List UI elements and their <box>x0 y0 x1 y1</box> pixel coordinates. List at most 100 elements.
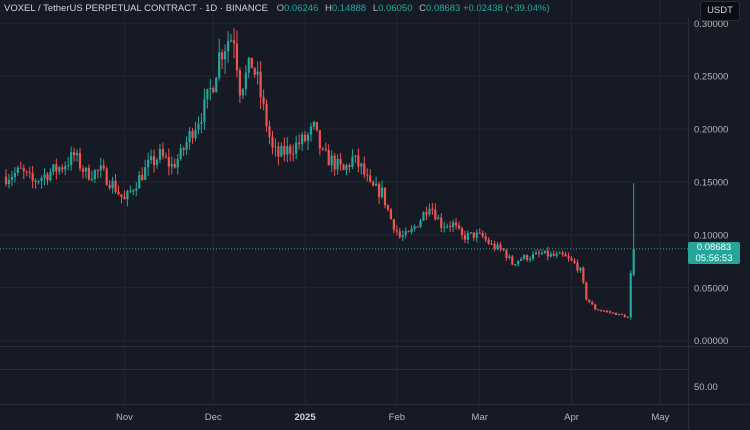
candle-body <box>404 231 407 236</box>
candle-body <box>138 174 141 189</box>
candle-body <box>16 167 19 173</box>
time-axis-tick-label: 2025 <box>294 412 316 423</box>
candle-body <box>555 253 558 256</box>
candle-body <box>58 167 61 172</box>
candle-body <box>558 252 561 254</box>
candle-body <box>28 172 31 174</box>
candle-body <box>194 129 197 139</box>
low-label: L <box>372 3 379 14</box>
candle-body <box>209 88 212 90</box>
candle-body <box>608 311 612 313</box>
candle-body <box>229 40 233 42</box>
candle-body <box>212 88 215 93</box>
candle-body <box>463 235 467 240</box>
candle-body <box>514 264 517 266</box>
candle-body <box>303 134 307 141</box>
candle-body <box>87 167 91 180</box>
candle-body <box>508 256 511 258</box>
candle-body <box>141 174 144 180</box>
close-value: 0.08683 <box>426 3 461 14</box>
candle-body <box>73 152 76 156</box>
candle-body <box>484 236 487 240</box>
candle-body <box>167 157 170 167</box>
candle-body <box>570 258 573 261</box>
candle-body <box>144 167 147 180</box>
time-axis-tick-label: May <box>651 412 669 423</box>
candle-body <box>466 232 469 240</box>
candle-body <box>84 167 88 172</box>
candle-body <box>469 232 472 234</box>
candle-body <box>496 244 499 249</box>
candle-body <box>549 253 552 257</box>
candle-body <box>629 273 632 318</box>
time-axis-tick-label: Nov <box>116 412 133 423</box>
candle-body <box>333 155 336 170</box>
candle-body <box>564 254 567 257</box>
candle-body <box>70 152 73 166</box>
last-price-badge: 0.08683 05:56:53 <box>688 242 740 264</box>
candle-body <box>389 209 393 220</box>
candle-body <box>614 312 618 315</box>
candle-body <box>244 72 247 90</box>
candle-body <box>487 239 490 244</box>
candle-body <box>454 222 458 226</box>
close-label: C <box>419 3 426 14</box>
candle-body <box>81 168 85 172</box>
candle-body <box>295 142 298 154</box>
candle-body <box>594 304 597 310</box>
candle-body <box>460 228 464 236</box>
candle-body <box>428 208 431 215</box>
candle-body <box>543 250 546 254</box>
candle-body <box>611 312 615 314</box>
candle-body <box>78 152 82 169</box>
candle-body <box>206 89 209 100</box>
candle-body <box>449 226 452 228</box>
candle-body <box>395 229 398 232</box>
candle-body <box>457 225 461 229</box>
candle-body <box>13 172 16 178</box>
high-value: 0.14888 <box>331 3 367 14</box>
candle-body <box>392 219 395 230</box>
candle-body <box>318 130 321 149</box>
currency-button[interactable]: USDT <box>700 1 740 21</box>
candle-body <box>523 255 526 259</box>
candle-body <box>617 313 620 315</box>
candle-body <box>576 262 579 271</box>
candle-body <box>422 212 425 221</box>
candle-body <box>298 142 301 145</box>
candle-body <box>537 252 541 254</box>
candle-body <box>413 226 416 229</box>
candle-body <box>4 176 8 185</box>
symbol-title[interactable]: VOXEL / TetherUS PERPETUAL CONTRACT · 1D… <box>4 3 268 14</box>
candle-body <box>191 130 194 139</box>
candle-body <box>475 232 478 238</box>
time-axis-tick-label: Apr <box>564 412 579 423</box>
candle-body <box>203 99 206 122</box>
candle-body <box>224 51 227 60</box>
candle-body <box>493 243 496 249</box>
candle-body <box>419 220 422 228</box>
candle-body <box>31 173 34 181</box>
candle-body <box>7 179 11 185</box>
candle-body <box>351 156 354 167</box>
candle-body <box>129 190 132 192</box>
candle-body <box>111 180 114 189</box>
price-axis-tick-label: 0.30000 <box>694 19 728 30</box>
candle-body <box>67 165 70 167</box>
change-value: +0.02438 (+39.04%) <box>462 3 550 14</box>
candle-body <box>398 231 401 237</box>
candle-body <box>265 103 268 127</box>
candle-body <box>478 232 481 234</box>
candle-body <box>164 156 167 158</box>
candle-body <box>289 146 292 154</box>
candle-body <box>132 190 135 192</box>
candle-body <box>152 156 156 165</box>
candle-body <box>526 255 529 260</box>
candle-body <box>75 152 79 156</box>
open-label: O <box>276 3 284 14</box>
candle-body <box>218 52 221 78</box>
candle-body <box>161 149 165 157</box>
candle-body <box>579 267 582 271</box>
candle-body <box>232 40 236 44</box>
